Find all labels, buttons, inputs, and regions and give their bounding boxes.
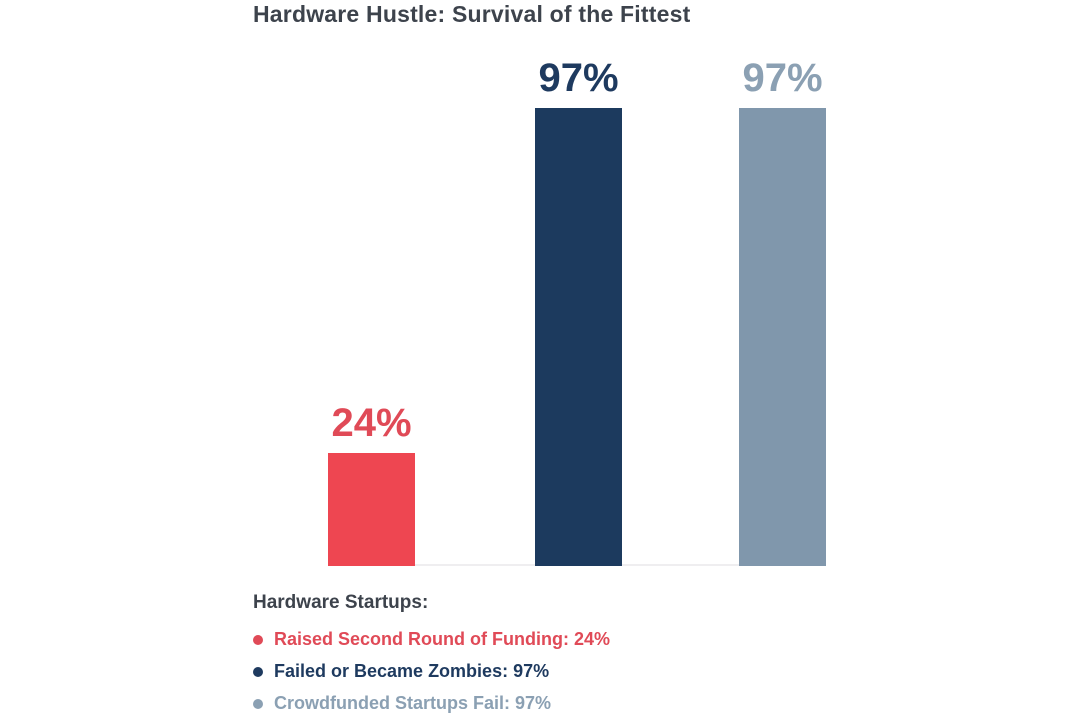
legend-item-label: Failed or Became Zombies: 97% xyxy=(274,661,550,681)
bar-value-label: 97% xyxy=(538,56,619,100)
legend-item-label: Raised Second Round of Funding: 24% xyxy=(274,629,611,649)
bar xyxy=(535,108,622,566)
plot-area: 24% 97% 97% xyxy=(328,56,826,566)
legend-bullet-icon xyxy=(253,666,263,677)
legend-bullet-icon xyxy=(253,698,263,709)
legend-item: Failed or Became Zombies: 97% xyxy=(253,661,610,682)
legend-item-label: Crowdfunded Startups Fail: 97% xyxy=(274,693,552,713)
bar-value-label: 97% xyxy=(742,56,823,100)
legend-item: Raised Second Round of Funding: 24% xyxy=(253,629,610,650)
legend: Hardware Startups: Raised Second Round o… xyxy=(253,592,610,720)
bar xyxy=(739,108,826,566)
legend-items: Raised Second Round of Funding: 24% Faile… xyxy=(253,629,610,714)
chart-title: Hardware Hustle: Survival of the Fittest xyxy=(253,1,691,27)
bar xyxy=(328,453,415,566)
bar-value-label: 24% xyxy=(331,401,412,445)
legend-item: Crowdfunded Startups Fail: 97% xyxy=(253,693,610,714)
legend-title: Hardware Startups: xyxy=(253,592,429,613)
legend-bullet-icon xyxy=(253,634,263,645)
